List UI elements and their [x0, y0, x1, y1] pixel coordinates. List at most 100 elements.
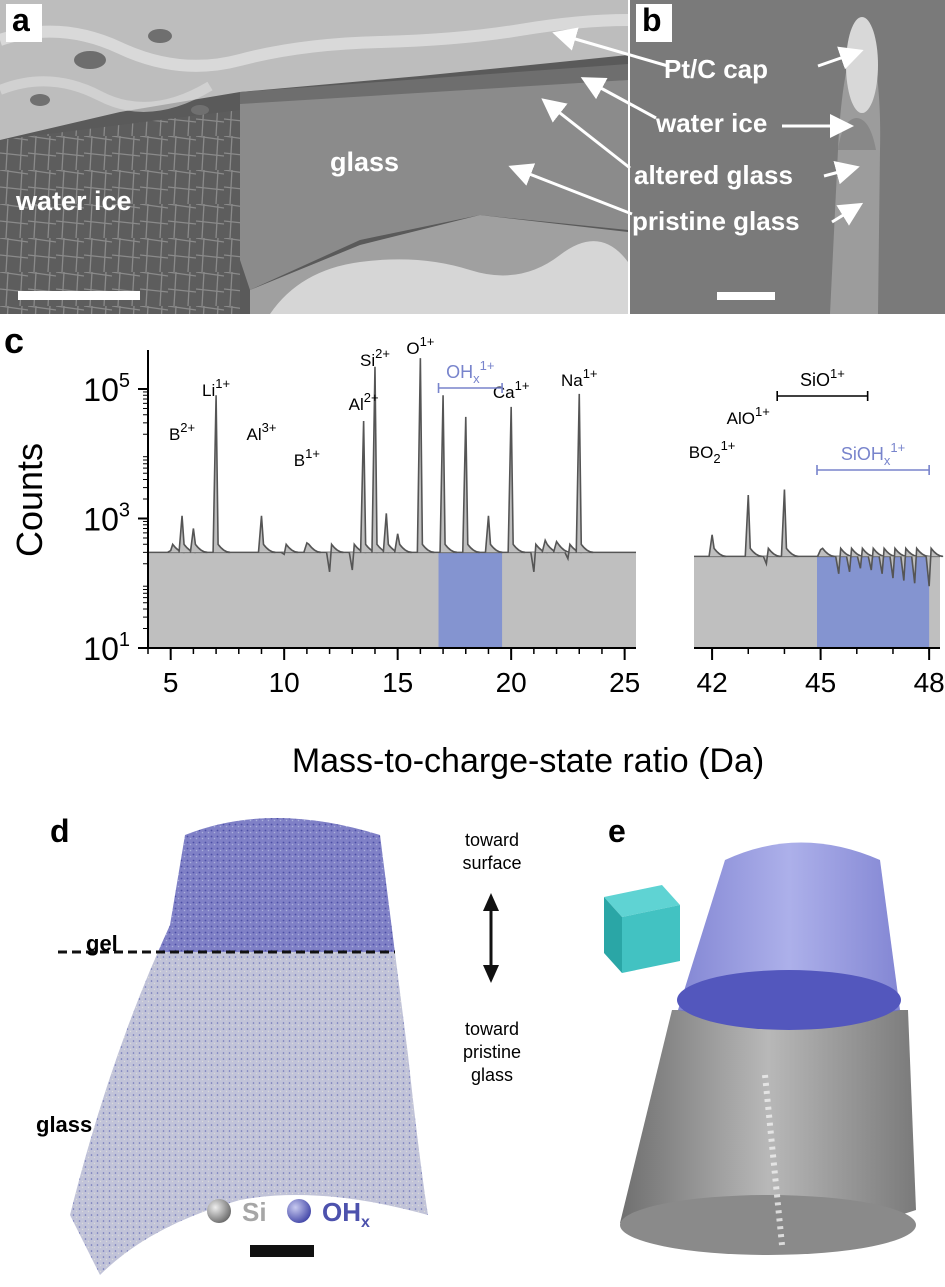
toward-surface-label: toward surface [432, 829, 552, 875]
left-tick-label-2: 15 [382, 667, 413, 698]
left-peak-17 [507, 406, 526, 554]
right-highlight-region-0 [817, 556, 930, 648]
cube-top [604, 885, 680, 917]
y-tick-label-2: 105 [83, 370, 130, 408]
callout-ptc-cap: Pt/C cap [664, 54, 769, 84]
left-peak-20 [552, 539, 571, 554]
arrow-water-ice-left [580, 77, 657, 120]
legend-ohx-base: OH [322, 1197, 361, 1227]
left-peak-7 [325, 542, 344, 572]
arrow-ptc-cap-left [552, 27, 669, 68]
glass-region-label: glass [36, 1112, 93, 1137]
arrow-ptc-cap-right [817, 46, 864, 70]
panel-e-render [604, 842, 916, 1255]
y-tick-label-0: 101 [83, 629, 130, 667]
arrow-pristine-glass-left [508, 163, 633, 216]
toward-surface-line-1: toward [464, 830, 520, 850]
panel-a-sem-image: a water ice glass [0, 0, 628, 314]
left-tick-label-0: 5 [163, 667, 179, 698]
callout-pristine-glass: pristine glass [632, 206, 800, 236]
ion-label-right-1: AlO1+ [727, 404, 770, 428]
ion-label-left-4: Al2+ [349, 390, 379, 414]
toward-surface-line-2: surface [462, 853, 522, 873]
ion-label-left-3: B1+ [294, 446, 320, 470]
left-peak-2 [189, 528, 208, 554]
arrow-altered-glass-left [541, 98, 631, 170]
sio-bracket [776, 391, 869, 401]
left-peak-13 [416, 358, 435, 554]
arrow-altered-glass-right [823, 161, 860, 185]
ion-label-right-0: BO21+ [689, 438, 736, 466]
cube-front [622, 905, 680, 973]
panel-c-mass-spectrum: c 5 10 15 20 25 42 45 48 101 103 105 Counts Mass-to-… [0, 320, 945, 790]
panel-a-letter: a [12, 2, 30, 38]
glass-label: glass [330, 147, 400, 177]
left-peak-16 [484, 515, 503, 554]
glass-isosurface [620, 1010, 916, 1234]
panel-d-atom-map [58, 818, 499, 1275]
gel-glass-interface [677, 970, 901, 1030]
left-peak-3 [212, 395, 231, 554]
highlight-label-1: SiOHx1+ [841, 440, 905, 468]
ion-label-left-8: Na1+ [561, 366, 598, 390]
arrow-pristine-glass-right [831, 202, 864, 226]
left-peak-5 [280, 542, 299, 556]
si-legend-marker [207, 1199, 231, 1223]
panel-e-letter: e [608, 813, 626, 849]
left-background-fill [148, 552, 636, 648]
toward-pristine-label: toward pristine glass [432, 1018, 552, 1087]
callout-water-ice: water ice [656, 108, 768, 138]
ion-label-left-1: Li1+ [202, 376, 230, 400]
right-peak-2 [762, 546, 781, 567]
ion-label-left-5: Si2+ [360, 346, 390, 370]
right-peak-0 [708, 534, 727, 558]
spectrum-svg: 5 10 15 20 25 42 45 48 101 103 105 Counts Mass-to-ch… [9, 334, 945, 780]
toward-pristine-line-3: glass [470, 1065, 514, 1085]
right-tick-label-1: 45 [805, 667, 836, 698]
left-peak-22 [575, 393, 594, 554]
right-tick-label-0: 42 [697, 667, 728, 698]
legend-ohx-label: OHx [322, 1197, 370, 1232]
panel-a-letter-box: a [6, 2, 42, 42]
left-highlight-region-0 [438, 552, 503, 648]
panel-d-letter: d [50, 813, 70, 849]
panel-b-letter-box: b [636, 2, 672, 42]
left-peak-12 [393, 533, 412, 554]
toward-pristine-line-1: toward [464, 1019, 520, 1039]
left-tick-label-1: 10 [269, 667, 300, 698]
highlight-label-0: OHx1+ [446, 358, 494, 386]
x-axis-title: Mass-to-charge-state ratio (Da) [292, 742, 764, 780]
sio-label: SiO1+ [800, 366, 845, 390]
callout-altered-glass: altered glass [634, 160, 793, 190]
water-ice-label: water ice [16, 186, 132, 216]
left-tick-label-4: 25 [609, 667, 640, 698]
y-tick-label-1: 103 [83, 499, 130, 537]
legend-ohx-sub: x [361, 1214, 370, 1232]
y-axis-title: Counts [9, 443, 50, 557]
panel-d-reconstruction: d gel glass toward surface toward pristi… [0, 805, 560, 1282]
legend-si-label: Si [242, 1197, 267, 1227]
left-peak-14 [439, 395, 458, 554]
ion-label-left-2: Al3+ [247, 420, 277, 444]
highlight-bracket-0 [437, 383, 503, 393]
panel-d-scale-bar [250, 1245, 314, 1257]
panel-b-letter: b [642, 2, 662, 38]
ohx-legend-marker [287, 1199, 311, 1223]
left-tick-label-3: 20 [496, 667, 527, 698]
highlight-bracket-1 [816, 465, 930, 475]
panel-c-letter: c [4, 320, 25, 361]
right-tick-label-2: 48 [914, 667, 945, 698]
left-peak-6 [303, 541, 321, 554]
ion-label-left-6: O1+ [406, 334, 434, 358]
panel-a-micrograph [0, 0, 628, 314]
toward-pristine-line-2: pristine [462, 1042, 522, 1062]
panel-e-isosurface: e [560, 805, 945, 1282]
gel-label: gel [86, 931, 118, 956]
left-peak-15 [461, 416, 480, 554]
cube-left [604, 897, 622, 973]
right-peak-12 [910, 546, 929, 584]
right-peak-1 [744, 495, 763, 558]
ion-label-left-0: B2+ [169, 420, 195, 444]
right-peak-3 [780, 489, 799, 558]
right-peak-4 [816, 547, 835, 558]
